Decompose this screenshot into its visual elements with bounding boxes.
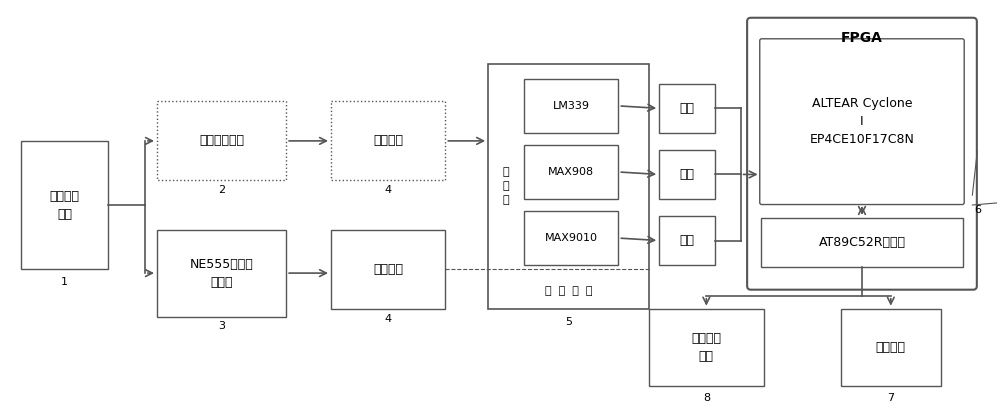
Text: MAX908: MAX908 bbox=[548, 167, 594, 177]
Bar bbox=[488, 64, 649, 309]
Text: 5: 5 bbox=[565, 316, 572, 327]
Text: 放大电路: 放大电路 bbox=[373, 134, 403, 147]
Bar bbox=[659, 216, 715, 265]
Text: 放大电路: 放大电路 bbox=[373, 263, 403, 275]
Text: 中频: 中频 bbox=[679, 168, 694, 181]
Bar bbox=[649, 309, 764, 386]
Text: 2: 2 bbox=[218, 185, 225, 195]
Bar bbox=[841, 309, 941, 386]
Text: 外部被测信号: 外部被测信号 bbox=[199, 134, 244, 147]
Text: 1: 1 bbox=[61, 277, 68, 287]
Text: 显示电路: 显示电路 bbox=[876, 341, 906, 354]
Text: 8: 8 bbox=[703, 394, 710, 404]
Bar bbox=[21, 141, 108, 269]
Text: 高频: 高频 bbox=[679, 234, 694, 247]
Text: 3: 3 bbox=[218, 321, 225, 332]
Bar bbox=[524, 211, 618, 265]
Text: FPGA: FPGA bbox=[841, 31, 883, 45]
Bar bbox=[524, 79, 618, 133]
Bar bbox=[157, 230, 286, 316]
Text: AT89C52R单片机: AT89C52R单片机 bbox=[818, 236, 905, 249]
Text: 开关选择
电路: 开关选择 电路 bbox=[49, 190, 79, 221]
FancyBboxPatch shape bbox=[747, 18, 977, 290]
Bar bbox=[761, 218, 963, 267]
Text: MAX9010: MAX9010 bbox=[545, 233, 598, 243]
Bar bbox=[331, 102, 445, 180]
Text: 低频: 低频 bbox=[679, 102, 694, 115]
Bar bbox=[331, 230, 445, 309]
Bar bbox=[524, 145, 618, 199]
Text: 4: 4 bbox=[385, 185, 392, 195]
Text: 4: 4 bbox=[385, 313, 392, 323]
Text: 比
较
器: 比 较 器 bbox=[503, 167, 509, 205]
Text: 6: 6 bbox=[974, 205, 981, 215]
Text: NE555方波发
生电路: NE555方波发 生电路 bbox=[190, 258, 253, 289]
Text: 无线通信
模块: 无线通信 模块 bbox=[691, 332, 721, 363]
Text: ALTEAR Cyclone
I
EP4CE10F17C8N: ALTEAR Cyclone I EP4CE10F17C8N bbox=[810, 97, 914, 146]
Bar bbox=[659, 84, 715, 133]
Text: 7: 7 bbox=[887, 394, 894, 404]
Bar bbox=[659, 150, 715, 199]
FancyBboxPatch shape bbox=[760, 39, 964, 204]
Text: 整  形  电  路: 整 形 电 路 bbox=[545, 286, 592, 296]
Bar bbox=[157, 102, 286, 180]
Text: LM339: LM339 bbox=[553, 101, 590, 111]
